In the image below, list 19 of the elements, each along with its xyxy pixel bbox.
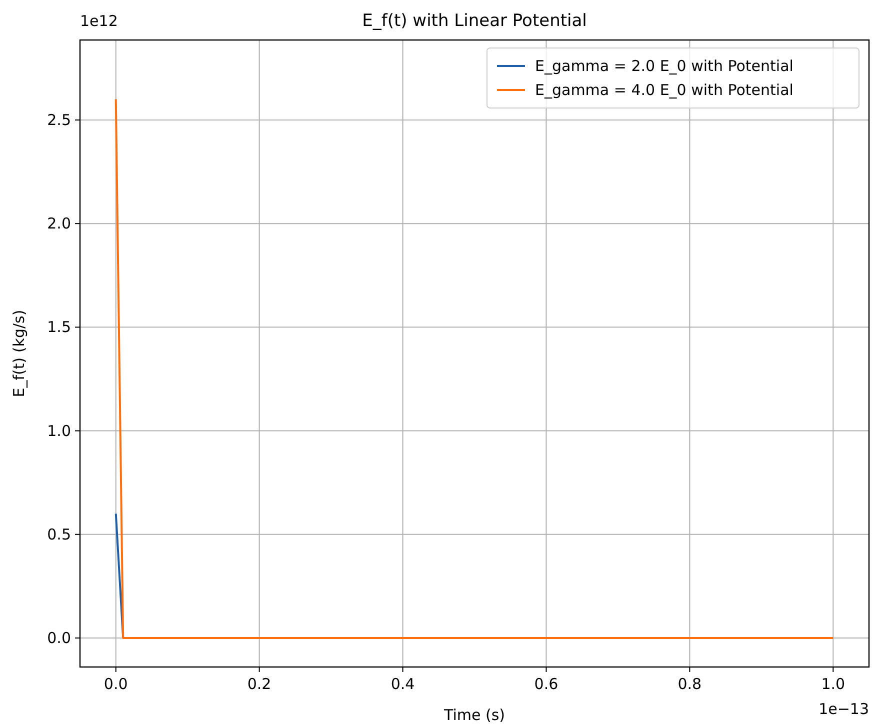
y-tick-label: 1.0 <box>47 422 71 440</box>
y-tick-label: 1.5 <box>47 318 71 336</box>
chart-title: E_f(t) with Linear Potential <box>362 11 587 31</box>
x-tick-label: 0.8 <box>678 675 702 693</box>
x-tick-label: 0.6 <box>534 675 558 693</box>
legend-label: E_gamma = 2.0 E_0 with Potential <box>535 57 794 75</box>
y-axis-title: E_f(t) (kg/s) <box>10 310 28 398</box>
x-tick-label: 1.0 <box>821 675 846 693</box>
y-tick-label: 0.5 <box>47 525 71 544</box>
y-tick-label: 2.5 <box>47 110 71 129</box>
legend-label: E_gamma = 4.0 E_0 with Potential <box>535 81 794 99</box>
x-axis-title: Time (s) <box>443 706 505 724</box>
x-tick-label: 0.4 <box>390 675 415 693</box>
y-tick-label: 0.0 <box>47 628 71 647</box>
y-tick-label: 2.0 <box>47 214 71 233</box>
x-tick-label: 0.2 <box>247 675 272 693</box>
x-tick-label: 0.0 <box>104 675 128 693</box>
text: 1e−13 <box>818 700 869 718</box>
text: 1e12 <box>80 12 118 30</box>
